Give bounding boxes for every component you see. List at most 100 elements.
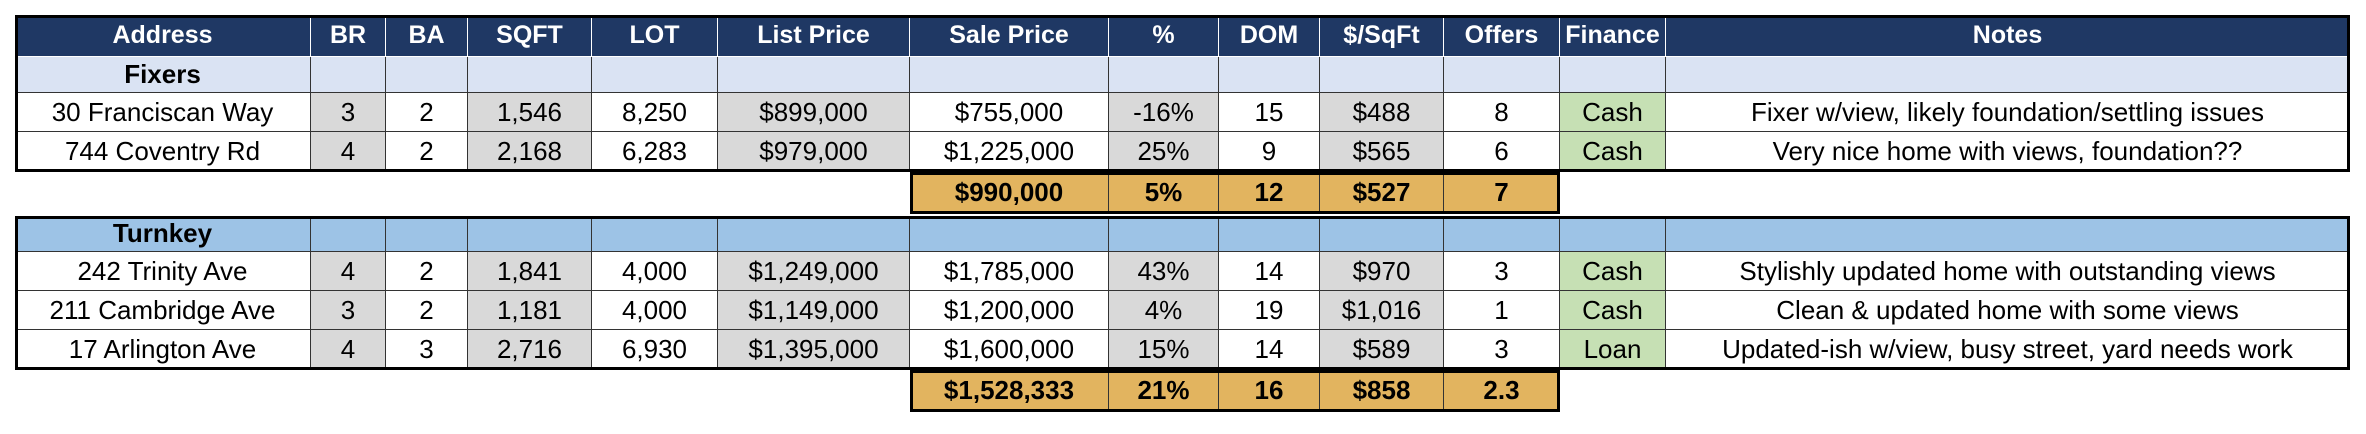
column-header: SQFT bbox=[468, 15, 592, 57]
section-cell bbox=[1666, 216, 2350, 252]
table-cell: 43% bbox=[1109, 252, 1219, 291]
column-header: BR bbox=[311, 15, 386, 57]
section-cell bbox=[910, 57, 1109, 93]
table-cell: 9 bbox=[1219, 132, 1320, 171]
table-cell: $979,000 bbox=[718, 132, 910, 171]
table-cell: $1,200,000 bbox=[910, 291, 1109, 330]
table-cell: 25% bbox=[1109, 132, 1219, 171]
section-cell bbox=[1320, 57, 1444, 93]
table-cell: $1,249,000 bbox=[718, 252, 910, 291]
table-cell: $1,395,000 bbox=[718, 330, 910, 369]
table-cell: 2 bbox=[386, 132, 468, 171]
column-header: Notes bbox=[1666, 15, 2350, 57]
table-cell: 6,930 bbox=[592, 330, 718, 369]
table-cell: Fixer w/view, likely foundation/settling… bbox=[1666, 93, 2350, 132]
section-cell bbox=[311, 57, 386, 93]
section-cell bbox=[1219, 57, 1320, 93]
table-cell: 6 bbox=[1444, 132, 1560, 171]
table-cell: 3 bbox=[1444, 252, 1560, 291]
table-cell: 2 bbox=[386, 252, 468, 291]
section-cell bbox=[386, 216, 468, 252]
column-header: DOM bbox=[1219, 15, 1320, 57]
table-cell: 242 Trinity Ave bbox=[15, 252, 311, 291]
table-cell: Updated-ish w/view, busy street, yard ne… bbox=[1666, 330, 2350, 369]
table-cell: Clean & updated home with some views bbox=[1666, 291, 2350, 330]
table-cell: Cash bbox=[1560, 132, 1666, 171]
section-cell bbox=[1320, 216, 1444, 252]
section-cell bbox=[1109, 216, 1219, 252]
column-header: Address bbox=[15, 15, 311, 57]
section-cell bbox=[718, 216, 910, 252]
table-cell: 1,181 bbox=[468, 291, 592, 330]
table-cell: 15 bbox=[1219, 93, 1320, 132]
table-cell: 14 bbox=[1219, 252, 1320, 291]
section-title: Turnkey bbox=[15, 216, 311, 252]
summary-cell: $990,000 bbox=[910, 173, 1109, 212]
table-cell: Cash bbox=[1560, 252, 1666, 291]
table-cell: $755,000 bbox=[910, 93, 1109, 132]
table-cell: 2 bbox=[386, 291, 468, 330]
table-cell: $589 bbox=[1320, 330, 1444, 369]
table-cell: 1,546 bbox=[468, 93, 592, 132]
table-cell: 17 Arlington Ave bbox=[15, 330, 311, 369]
section-cell bbox=[1560, 57, 1666, 93]
section-cell bbox=[718, 57, 910, 93]
section-cell bbox=[1219, 216, 1320, 252]
section-cell bbox=[386, 57, 468, 93]
summary-cell: $527 bbox=[1320, 173, 1444, 212]
table-cell: $1,785,000 bbox=[910, 252, 1109, 291]
table-cell: $970 bbox=[1320, 252, 1444, 291]
table-cell: 4 bbox=[311, 132, 386, 171]
table-cell: $899,000 bbox=[718, 93, 910, 132]
column-header: Offers bbox=[1444, 15, 1560, 57]
table-cell: 6,283 bbox=[592, 132, 718, 171]
section-title: Fixers bbox=[15, 57, 311, 93]
summary-cell: 12 bbox=[1219, 173, 1320, 212]
section-cell bbox=[311, 216, 386, 252]
column-header: % bbox=[1109, 15, 1219, 57]
summary-cell: $858 bbox=[1320, 371, 1444, 410]
table-cell: 3 bbox=[311, 291, 386, 330]
summary-cell: 21% bbox=[1109, 371, 1219, 410]
summary-cell: 5% bbox=[1109, 173, 1219, 212]
table-cell: 211 Cambridge Ave bbox=[15, 291, 311, 330]
table-cell: 1,841 bbox=[468, 252, 592, 291]
table-cell: $1,016 bbox=[1320, 291, 1444, 330]
table-cell: $1,225,000 bbox=[910, 132, 1109, 171]
section-cell bbox=[1444, 216, 1560, 252]
table-cell: $1,600,000 bbox=[910, 330, 1109, 369]
column-header: $/SqFt bbox=[1320, 15, 1444, 57]
table-cell: 4 bbox=[311, 252, 386, 291]
table-cell: 15% bbox=[1109, 330, 1219, 369]
section-cell bbox=[1666, 57, 2350, 93]
table-cell: 4 bbox=[311, 330, 386, 369]
section-cell bbox=[1109, 57, 1219, 93]
summary-cell: $1,528,333 bbox=[910, 371, 1109, 410]
table-cell: Stylishly updated home with outstanding … bbox=[1666, 252, 2350, 291]
table-cell: 3 bbox=[386, 330, 468, 369]
table-cell: 4% bbox=[1109, 291, 1219, 330]
section-cell bbox=[1444, 57, 1560, 93]
section-cell bbox=[468, 216, 592, 252]
column-header: Sale Price bbox=[910, 15, 1109, 57]
table-cell: $565 bbox=[1320, 132, 1444, 171]
table-cell: 4,000 bbox=[592, 252, 718, 291]
table-cell: 744 Coventry Rd bbox=[15, 132, 311, 171]
table-cell: 30 Franciscan Way bbox=[15, 93, 311, 132]
table-cell: 14 bbox=[1219, 330, 1320, 369]
section-cell bbox=[1560, 216, 1666, 252]
section-cell bbox=[592, 57, 718, 93]
table-cell: 2 bbox=[386, 93, 468, 132]
column-header: LOT bbox=[592, 15, 718, 57]
summary-cell: 7 bbox=[1444, 173, 1560, 212]
table-cell: 1 bbox=[1444, 291, 1560, 330]
table-cell: Cash bbox=[1560, 291, 1666, 330]
table-cell: 4,000 bbox=[592, 291, 718, 330]
table-cell: Loan bbox=[1560, 330, 1666, 369]
table-cell: 3 bbox=[1444, 330, 1560, 369]
table-cell: Very nice home with views, foundation?? bbox=[1666, 132, 2350, 171]
section-cell bbox=[910, 216, 1109, 252]
table-cell: 8 bbox=[1444, 93, 1560, 132]
section-cell bbox=[592, 216, 718, 252]
column-header: Finance bbox=[1560, 15, 1666, 57]
